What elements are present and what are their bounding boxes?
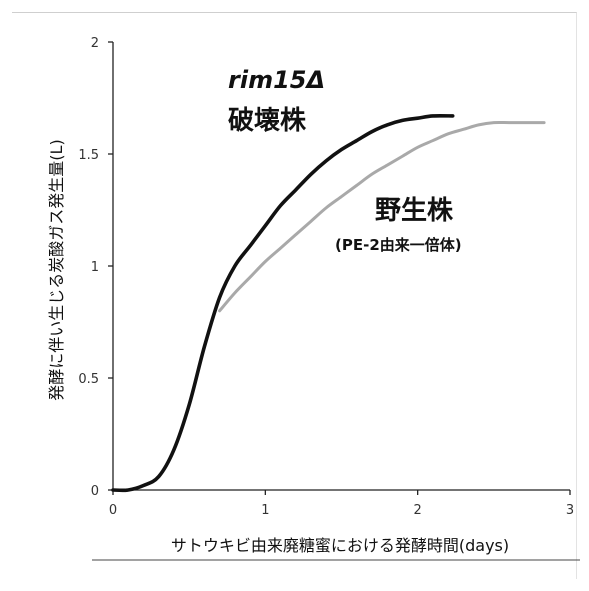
- axis-ticks: 0 1 2 3 0 0.5 1 1.5 2: [78, 36, 574, 518]
- series-layer: [111, 113, 546, 493]
- figure-frame: [12, 12, 577, 579]
- x-tick-label: 1: [261, 503, 269, 518]
- x-tick-label: 2: [414, 503, 422, 518]
- series-line-wildtype: [218, 120, 546, 313]
- x-tick-label: 3: [566, 503, 574, 518]
- wildtype-sublabel: (PE-2由来一倍体): [335, 236, 462, 254]
- y-tick-label: 1: [91, 260, 99, 275]
- mutant-label-strain: 破壊株: [228, 106, 307, 136]
- x-tick-label: 0: [109, 503, 117, 518]
- x-axis-label: サトウキビ由来廃糖蜜における発酵時間(days): [171, 536, 509, 555]
- mutant-label-italic: rim15Δ: [228, 66, 325, 94]
- y-tick-label: 2: [91, 36, 99, 51]
- y-tick-label: 0: [91, 484, 99, 499]
- y-tick-label: 0.5: [78, 372, 99, 387]
- y-tick-label: 1.5: [78, 148, 99, 163]
- wildtype-label: 野生株: [375, 196, 454, 226]
- series-line-rim15-mutant: [111, 113, 455, 493]
- y-axis-label: 発酵に伴い生じる炭酸ガス発生量(L): [47, 139, 66, 400]
